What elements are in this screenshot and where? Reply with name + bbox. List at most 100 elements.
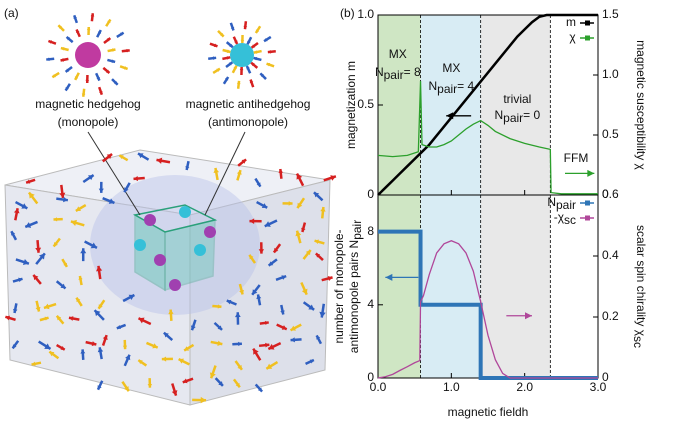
legend-marker	[585, 20, 590, 26]
spin-arrow	[137, 317, 152, 326]
spin-arrow	[163, 331, 174, 341]
y2-tick-label: 0	[602, 370, 609, 384]
spin-arrow	[12, 277, 23, 283]
spin-arrow	[137, 152, 150, 161]
spin-arrow	[256, 200, 268, 209]
spin-arrow	[35, 300, 41, 312]
label: trivial	[503, 92, 531, 106]
annotation: MX	[389, 47, 407, 61]
spin-arrow	[14, 207, 19, 221]
spin-arrow	[214, 167, 219, 181]
illustration	[4, 13, 337, 406]
spin-arrow	[301, 222, 307, 233]
label: scalar spin chirality χsc	[631, 225, 648, 348]
region	[378, 195, 421, 378]
label: χ	[569, 30, 576, 44]
lattice	[164, 219, 216, 291]
spin-arrow	[24, 220, 38, 229]
lattice	[134, 213, 166, 292]
arrow-head	[525, 312, 532, 320]
spin-arrow	[259, 321, 269, 325]
label: = 8	[404, 65, 421, 79]
spin-arrow	[85, 340, 97, 346]
spin-arrow	[25, 178, 36, 184]
label: number of monopole-	[332, 229, 346, 343]
spin-arrow	[27, 191, 39, 205]
spin-arrow	[156, 158, 171, 164]
sphere	[90, 175, 260, 315]
label: N	[494, 108, 503, 122]
spin-arrow	[116, 323, 127, 330]
label: antimonopole pairs N	[347, 240, 361, 353]
spin-arrow	[70, 220, 85, 227]
spin-arrow	[315, 334, 323, 345]
spin-arrow	[82, 88, 86, 97]
spin-arrow	[35, 252, 46, 265]
spin-arrow	[225, 61, 234, 69]
spin-arrow	[5, 315, 16, 322]
label-sub: pair	[384, 68, 404, 82]
legend-label: m	[566, 15, 576, 29]
spin-arrow	[245, 65, 252, 74]
label: N	[428, 79, 437, 93]
series-line	[377, 240, 598, 379]
spin-arrow	[118, 154, 129, 162]
spin-arrow	[121, 49, 130, 53]
spin-arrow	[121, 381, 130, 392]
label: = 4	[457, 79, 474, 93]
spin-arrow	[300, 282, 308, 296]
spin-arrow	[52, 237, 61, 248]
spin-arrow	[253, 49, 262, 54]
spin-arrow	[249, 79, 255, 88]
monopole	[144, 214, 156, 226]
legend-label: χ	[569, 30, 576, 44]
spin-arrow	[55, 343, 66, 351]
annotation: (antimonopole)	[208, 115, 288, 129]
spin-arrow	[93, 309, 105, 321]
x-tick-label: 3.0	[590, 380, 607, 394]
spin-arrow	[275, 274, 287, 281]
spin-arrow	[171, 383, 178, 396]
spin-arrow	[39, 316, 49, 322]
label: FFM	[564, 151, 589, 165]
spin-arrow	[111, 78, 119, 86]
series-line	[378, 229, 598, 380]
spin-arrow	[31, 361, 42, 366]
spin-arrow	[250, 61, 259, 69]
spin-arrow	[64, 83, 71, 92]
spin-arrow	[55, 280, 67, 290]
spin-arrow	[61, 258, 69, 268]
region	[378, 15, 421, 195]
label: = 0	[523, 108, 540, 122]
spin-arrow	[107, 58, 116, 64]
spin-arrow	[265, 361, 279, 370]
spin-arrow	[64, 66, 73, 73]
spin-arrow	[225, 41, 234, 49]
spin-arrow	[232, 36, 239, 45]
spin-arrow	[279, 168, 283, 179]
x-tick-label: 0.0	[370, 380, 387, 394]
spin-arrow	[302, 249, 312, 260]
spin-arrow	[122, 293, 135, 303]
spin-arrow	[97, 265, 102, 280]
spin-arrow	[123, 354, 131, 367]
spin-arrow	[267, 50, 276, 54]
label: scalar spin chirality χ	[634, 225, 648, 337]
connector	[87, 131, 141, 216]
spin-arrow	[48, 350, 60, 360]
spin-arrow	[254, 25, 262, 34]
spin-arrow	[253, 56, 262, 62]
spin-arrow	[96, 380, 104, 391]
spin-arrow	[320, 303, 326, 318]
y-tick-label: 0	[367, 370, 374, 384]
spin-arrow	[209, 42, 218, 48]
spin-arrow	[321, 276, 333, 282]
y-tick-label: 0.5	[357, 97, 374, 111]
spin-arrow	[95, 72, 101, 82]
label: MX	[442, 61, 460, 75]
panel-label: (a)	[4, 6, 19, 20]
